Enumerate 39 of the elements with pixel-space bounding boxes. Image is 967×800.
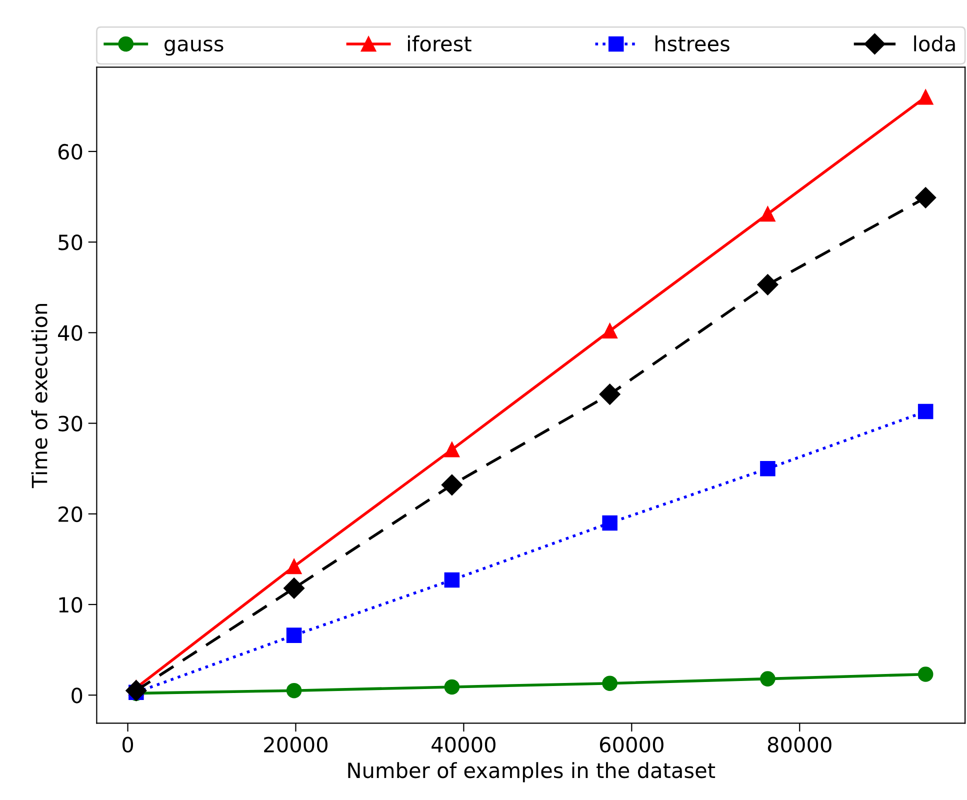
point <box>602 676 618 691</box>
x-tick-label: 60000 <box>600 736 664 753</box>
legend-label: loda <box>914 35 955 52</box>
y-tick-label: 10 <box>59 596 82 613</box>
y-tick-label: 60 <box>58 144 82 160</box>
y-tick-label: 50 <box>58 234 82 250</box>
point <box>918 89 934 105</box>
y-tick-label: 40 <box>58 325 82 341</box>
legend-label: gauss <box>164 40 224 56</box>
point <box>760 460 776 476</box>
legend-label: hstrees <box>656 35 730 52</box>
point <box>444 442 460 458</box>
y-axis-title: Time of execution <box>31 304 48 488</box>
point <box>599 384 620 405</box>
point <box>286 558 302 574</box>
x-tick-label: 80000 <box>768 736 832 753</box>
point <box>760 671 776 686</box>
point <box>286 628 302 643</box>
point <box>602 323 618 339</box>
point <box>918 404 934 420</box>
point <box>444 572 460 588</box>
x-tick-label: 0 <box>122 736 134 753</box>
point <box>284 578 305 599</box>
point <box>915 187 936 208</box>
y-tick-label: 30 <box>58 416 82 432</box>
x-axis-title: Number of examples in the dataset <box>348 762 716 782</box>
point <box>602 515 618 531</box>
point <box>760 206 776 222</box>
point <box>918 666 934 682</box>
legend-label: iforest <box>408 35 472 52</box>
y-tick-label: 20 <box>58 506 82 522</box>
x-tick-label: 40000 <box>432 736 496 753</box>
y-tick-label: 0 <box>72 688 82 704</box>
point <box>126 680 147 702</box>
point <box>286 682 302 698</box>
point <box>441 474 462 496</box>
x-tick-label: 20000 <box>264 736 328 753</box>
point <box>757 274 778 296</box>
point <box>444 679 460 695</box>
